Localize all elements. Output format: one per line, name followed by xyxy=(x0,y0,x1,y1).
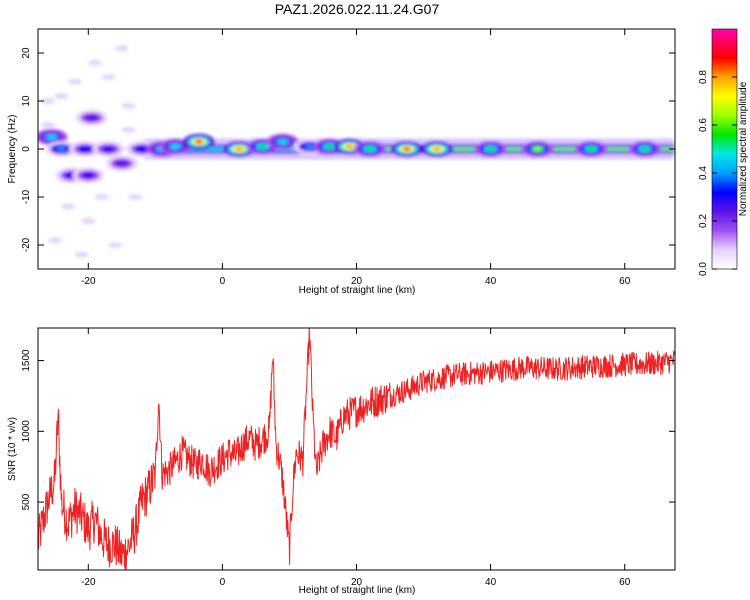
colorbar-tick-label: 0.8 xyxy=(698,70,709,84)
spectrogram-noise xyxy=(81,218,96,224)
spectrogram-xlabel: Height of straight line (km) xyxy=(299,285,416,296)
snr-ylabel: SNR (10 * v/v) xyxy=(7,417,18,481)
x-tick-label: 40 xyxy=(485,577,497,588)
spectrogram-cell xyxy=(194,139,203,144)
spectrogram-noise xyxy=(67,78,82,85)
spectrogram-cell xyxy=(57,147,66,151)
spectrogram-cell xyxy=(365,147,374,151)
colorbar-tick-label: 0.0 xyxy=(698,262,709,276)
spectrogram-band xyxy=(356,147,675,151)
snr-xlabel: Height of straight line (km) xyxy=(299,585,416,596)
colorbar-ticks: 0.0 0.2 0.4 0.6 0.8 xyxy=(698,70,737,276)
spectrogram-cell xyxy=(432,147,441,151)
colorbar-tick-label: 0.4 xyxy=(698,166,709,180)
x-tick-label: -20 xyxy=(81,577,96,588)
spectrogram-noise xyxy=(94,194,109,200)
spectrogram-cell xyxy=(84,173,93,178)
y-tick-label: 1000 xyxy=(21,420,32,443)
x-tick-label: 60 xyxy=(619,276,631,287)
snr-series-line xyxy=(38,328,675,570)
spectrogram-cell xyxy=(587,147,596,151)
spectrogram-noise xyxy=(101,74,116,80)
spectrogram-cell xyxy=(47,135,56,139)
spectrogram-noise xyxy=(41,98,56,104)
spectrogram-noise xyxy=(108,242,123,248)
spectrogram-cell xyxy=(402,147,411,151)
snr-panel: -20 0 20 40 60 500 1000 1500 Height of straight… xyxy=(7,327,676,596)
x-tick-label: 0 xyxy=(220,577,226,588)
colorbar: 0.0 0.2 0.4 0.6 0.8 Normalized spectral ampl… xyxy=(698,28,749,276)
y-tick-label: -10 xyxy=(21,189,32,204)
spectrogram-cell xyxy=(137,147,146,151)
spectrogram-noise xyxy=(128,194,143,200)
y-tick-label: 10 xyxy=(21,95,32,107)
spectrogram-cell xyxy=(325,144,334,149)
spectrogram-cell xyxy=(533,147,542,151)
spectrogram-cell xyxy=(305,144,314,149)
spectrogram-cell xyxy=(171,144,180,149)
colorbar-tick-label: 0.6 xyxy=(698,118,709,132)
spectrogram-cell xyxy=(104,147,113,151)
y-tick-label: 500 xyxy=(21,493,32,510)
x-tick-label: 20 xyxy=(351,577,363,588)
spectrogram-heatmap xyxy=(38,45,675,258)
spectrogram-ylabel: Frequency (Hz) xyxy=(7,115,18,184)
spectrogram-cell xyxy=(117,161,126,166)
spectrogram-panel: -20 0 20 40 60 -20 -10 0 10 20 Height of straight… xyxy=(7,28,676,296)
spectrogram-noise xyxy=(54,93,69,100)
y-tick-label: 20 xyxy=(21,47,32,59)
spectrogram-cell xyxy=(278,139,287,144)
spectrogram-noise xyxy=(114,45,129,52)
spectrogram-noise xyxy=(47,237,62,244)
spectrogram-noise xyxy=(61,203,76,210)
spectrogram-cell xyxy=(87,115,96,120)
colorbar-gradient xyxy=(711,28,738,270)
y-tick-label: -20 xyxy=(21,237,32,252)
spectrogram-noise xyxy=(41,122,56,128)
figure-title: PAZ1.2026.022.11.24.G07 xyxy=(275,1,440,17)
spectrogram-cell xyxy=(80,147,89,151)
x-tick-label: -20 xyxy=(81,276,96,287)
y-tick-label: 0 xyxy=(21,146,32,152)
snr-ticks: -20 0 20 40 60 500 1000 1500 xyxy=(21,328,675,588)
colorbar-tick-label: 0.2 xyxy=(698,214,709,228)
spectrogram-cell xyxy=(258,144,267,149)
spectrogram-cell xyxy=(486,147,495,151)
x-tick-label: 20 xyxy=(351,276,363,287)
spectrogram-cell xyxy=(640,147,649,151)
spectrogram-noise xyxy=(121,126,136,133)
x-tick-label: 40 xyxy=(485,276,497,287)
y-tick-label: 1500 xyxy=(21,349,32,372)
spectrogram-noise xyxy=(87,59,102,66)
x-tick-label: 60 xyxy=(619,577,631,588)
x-tick-label: 0 xyxy=(220,276,226,287)
colorbar-label: Normalized spectral amplitude xyxy=(738,81,749,216)
spectrogram-cell xyxy=(235,147,244,151)
spectrogram-cell xyxy=(345,144,354,149)
spectrogram-noise xyxy=(121,102,136,109)
spectrogram-noise xyxy=(74,251,89,258)
spectrogram-ticks: -20 0 20 40 60 -20 -10 0 10 20 xyxy=(21,29,675,287)
